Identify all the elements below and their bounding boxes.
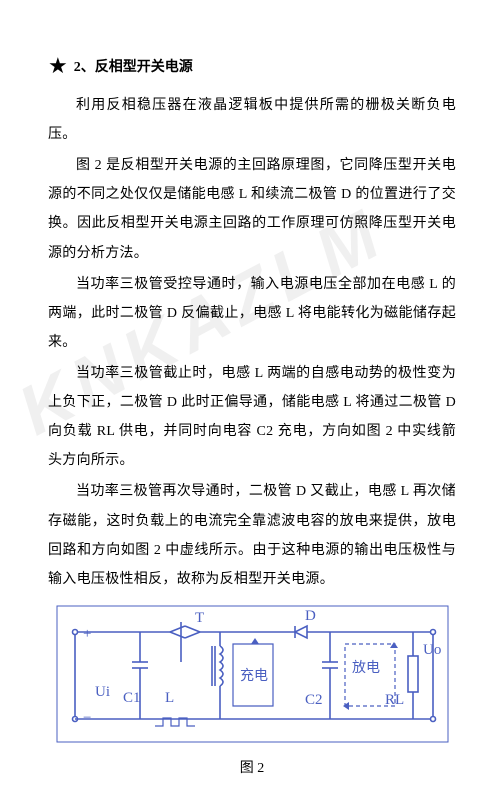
- paragraph: 当功率三极管再次导通时，二极管 D 又截止，电感 L 再次储存磁能，这时负载上的…: [48, 477, 456, 593]
- label-Uo: Uo: [423, 642, 441, 658]
- heading-title: 反相型开关电源: [95, 56, 193, 76]
- figure-container: T D + −: [48, 604, 456, 777]
- label-charge: 充电: [240, 668, 268, 684]
- figure-caption: 图 2: [48, 757, 456, 777]
- section-heading: ★ 2、 反相型开关电源: [48, 55, 456, 77]
- label-minus: −: [83, 710, 91, 726]
- star-icon: ★: [48, 55, 68, 77]
- label-T: T: [195, 610, 204, 626]
- paragraph: 图 2 是反相型开关电源的主回路原理图，它同降压型开关电源的不同之处仅仅是储能电…: [48, 151, 456, 267]
- label-plus: +: [83, 626, 91, 642]
- paragraph: 利用反相稳压器在液晶逻辑板中提供所需的栅极关断负电压。: [48, 91, 456, 149]
- label-C2: C2: [305, 692, 323, 708]
- heading-number: 2、: [74, 56, 95, 76]
- label-RL: RL: [385, 692, 404, 708]
- circuit-diagram: T D + −: [55, 604, 450, 749]
- label-C1: C1: [123, 690, 141, 706]
- label-D: D: [305, 608, 316, 624]
- label-Ui: Ui: [95, 684, 110, 700]
- label-discharge: 放电: [352, 660, 380, 676]
- paragraph: 当功率三极管截止时，电感 L 两端的自感电动势的极性变为上负下正，二极管 D 此…: [48, 359, 456, 475]
- label-L: L: [165, 690, 174, 706]
- document-page: ★ 2、 反相型开关电源 利用反相稳压器在液晶逻辑板中提供所需的栅极关断负电压。…: [0, 0, 504, 797]
- paragraph: 当功率三极管受控导通时，输入电源电压全部加在电感 L 的两端，此时二极管 D 反…: [48, 270, 456, 357]
